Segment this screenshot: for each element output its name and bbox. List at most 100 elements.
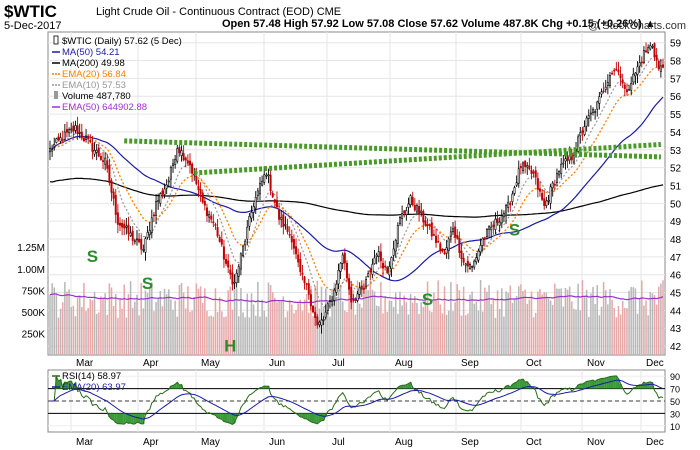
candle-body	[263, 174, 266, 183]
candle-body	[583, 126, 586, 136]
candle-body	[299, 258, 302, 273]
candle-body	[634, 72, 637, 77]
volume-bar	[452, 311, 454, 355]
volume-bar	[231, 309, 234, 355]
candle-body	[314, 311, 317, 318]
rsi-oversold-fill	[212, 413, 215, 415]
candle-body	[197, 186, 200, 191]
rsi-ema-legend-label: EMA(20) 63.97	[62, 382, 126, 393]
volume-bar	[604, 290, 607, 355]
candle-body	[237, 266, 240, 277]
volume-bar	[422, 307, 425, 355]
candle-body	[502, 212, 505, 218]
volume-bar	[282, 296, 285, 355]
rsi-overbought-fill	[615, 375, 618, 389]
volume-bar	[66, 291, 68, 355]
candle-body	[536, 178, 539, 190]
volume-bar	[242, 312, 244, 355]
volume-bar	[308, 312, 310, 355]
candle-body	[602, 90, 605, 93]
candle-body	[515, 182, 518, 186]
volume-bar	[445, 314, 448, 355]
candle-body	[581, 130, 584, 133]
candle-body	[392, 248, 395, 256]
volume-bar	[551, 304, 554, 355]
candle-body	[377, 251, 380, 257]
candle-body	[250, 212, 253, 219]
rsi-overbought-fill	[401, 385, 404, 389]
candle-body	[57, 136, 60, 140]
candle-body	[138, 238, 141, 243]
volume-bar	[662, 280, 664, 355]
volume-bar	[346, 312, 348, 355]
volume-bar	[112, 305, 115, 355]
candle-body	[596, 101, 599, 110]
volume-bar	[409, 293, 412, 355]
candle-body	[653, 43, 656, 57]
volume-bar	[271, 292, 274, 355]
volume-bar	[70, 306, 72, 355]
volume-bar	[303, 299, 306, 355]
volume-bar	[312, 316, 314, 355]
volume-bar	[513, 299, 516, 355]
candle-body	[305, 283, 308, 285]
rsi-overbought-fill	[263, 386, 266, 389]
candle-body	[227, 260, 230, 268]
volume-bar	[577, 283, 579, 355]
candle-body	[146, 231, 149, 238]
volume-bar	[333, 282, 335, 355]
candle-body	[222, 246, 225, 260]
volume-bar	[301, 310, 304, 355]
volume-bar	[456, 284, 459, 355]
candle-body	[303, 276, 306, 284]
candle-body	[572, 154, 575, 163]
candle-body	[220, 239, 223, 245]
rsi-overbought-fill	[521, 379, 525, 389]
candle-body	[135, 238, 138, 241]
candle-body	[345, 262, 348, 279]
candle-body	[93, 149, 96, 155]
rsi-oversold-fill	[123, 413, 126, 425]
volume-bar	[464, 315, 467, 355]
volume-bar	[382, 313, 384, 355]
candle-body	[148, 230, 151, 235]
volume-bar	[611, 299, 613, 355]
rsi-overbought-fill	[507, 385, 510, 389]
candle-body	[161, 190, 164, 195]
volume-bar	[74, 316, 77, 355]
volume-bar	[390, 300, 393, 355]
rsi-overbought-fill	[513, 383, 516, 389]
volume-bar	[51, 283, 53, 355]
volume-bar	[102, 297, 104, 355]
volume-bar	[204, 288, 206, 355]
candle-body	[464, 263, 467, 266]
volume-bar	[248, 317, 251, 355]
volume-bar	[246, 293, 249, 355]
x-tick-label: Aug	[395, 437, 413, 448]
candle-body	[282, 214, 285, 228]
rsi-overbought-fill	[67, 381, 71, 389]
candle-body	[384, 265, 387, 268]
volume-bar	[437, 280, 439, 355]
candle-body	[543, 198, 546, 206]
volume-bar	[460, 315, 463, 355]
stockcharts-credit[interactable]: @ StockCharts.com	[588, 20, 686, 32]
volume-bar	[329, 316, 331, 355]
x-tick-label: Dec	[646, 358, 664, 369]
candle-body	[127, 224, 130, 234]
rsi-oversold-fill	[121, 413, 124, 424]
volume-tick-label: 250K	[22, 329, 46, 340]
volume-bar	[119, 298, 121, 355]
rsi-overbought-fill	[636, 385, 639, 389]
volume-bar	[57, 317, 60, 355]
candle-body	[558, 171, 561, 176]
volume-bar	[590, 293, 592, 355]
candle-body	[426, 224, 429, 227]
volume-bar	[511, 302, 514, 355]
candle-body	[80, 131, 83, 139]
candle-body	[59, 137, 62, 142]
rsi-ema20-line	[50, 379, 664, 420]
volume-bar	[55, 294, 58, 355]
rsi-oversold-fill	[322, 413, 325, 421]
